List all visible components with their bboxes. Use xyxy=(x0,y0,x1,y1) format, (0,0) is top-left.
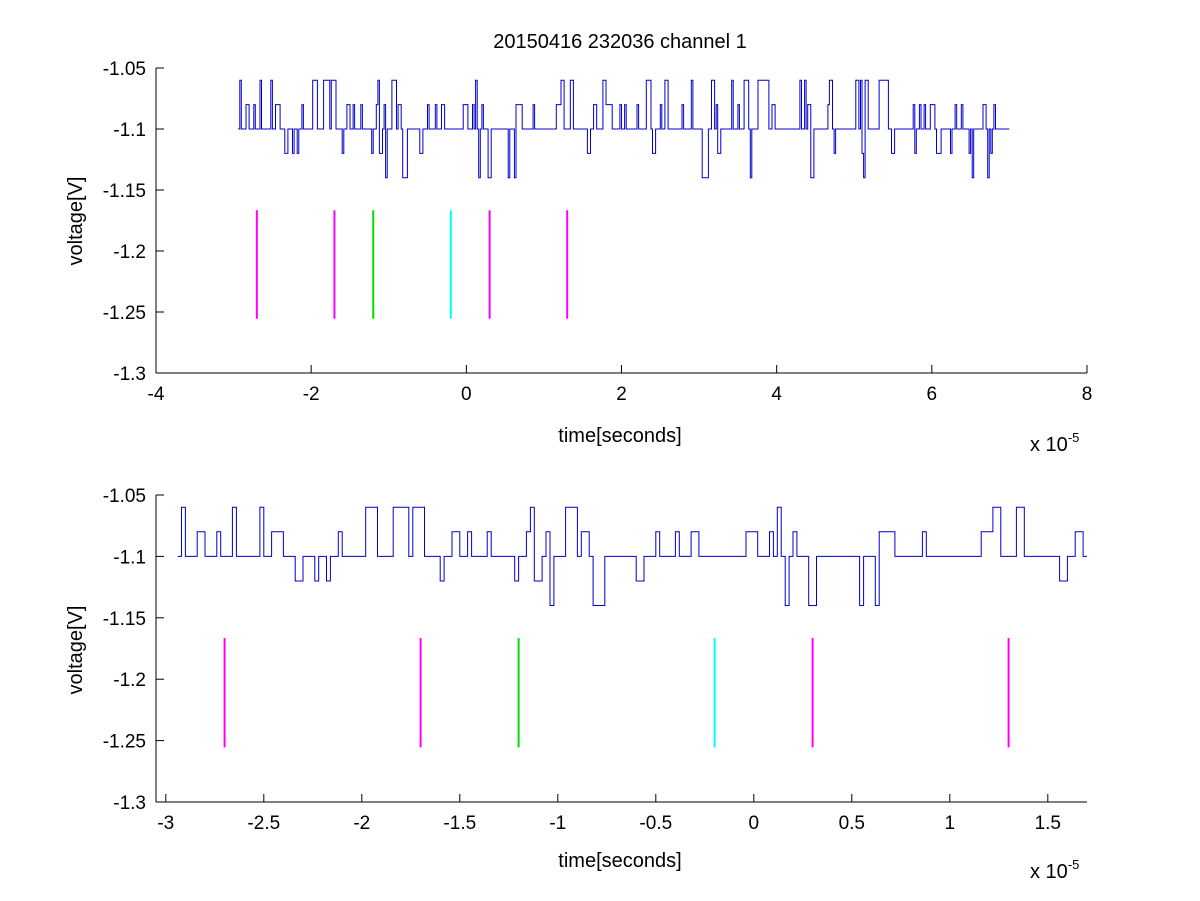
bottom-plot-x-tick-label: -1 xyxy=(549,813,566,834)
top-plot-signal-series-0 xyxy=(238,79,1010,179)
bottom-plot-y-tick-label: -1.2 xyxy=(113,670,146,691)
top-plot-y-tick-label: -1.2 xyxy=(113,242,146,263)
bottom-plot-markers xyxy=(223,638,1010,748)
top-plot-x-tick-label: 6 xyxy=(927,384,938,405)
top-plot-x-exponent-power: -5 xyxy=(1068,430,1080,445)
top-plot-x-tick-label: 4 xyxy=(771,384,782,405)
top-plot-y-tick-label: -1.25 xyxy=(103,303,146,324)
top-plot-x-tick-label: 0 xyxy=(461,384,472,405)
bottom-plot-y-tick-label: -1.3 xyxy=(113,793,146,814)
top-plot-y-tick-label: -1.05 xyxy=(103,59,146,80)
bottom-plot-ylabel: voltage[V] xyxy=(65,606,87,695)
bottom-plot-axes xyxy=(155,495,1087,803)
top-plot-title: 20150416 232036 channel 1 xyxy=(493,31,747,53)
bottom-plot-x-tick-label: -0.5 xyxy=(639,813,672,834)
bottom-plot-x-tick-label: 0.5 xyxy=(839,813,865,834)
bottom-plot-x-tick-label: -3 xyxy=(157,813,174,834)
bottom-plot-xlabel: time[seconds] xyxy=(558,850,681,872)
bottom-plot-y-tick-label: -1.15 xyxy=(103,609,146,630)
bottom-plot: -3 -2.5 -2 -1.5 -1 -0.5 0 0.5 1 1.5 -1.3 -1.25 -1.2 -… xyxy=(65,486,1087,883)
bottom-plot-x-exponent-power: -5 xyxy=(1068,857,1080,872)
top-plot-y-tick-label: -1.1 xyxy=(113,120,146,141)
top-plot-markers xyxy=(255,210,569,319)
top-plot: 20150416 232036 channel 1 -4 -2 0 2 4 6 8-1.3-… xyxy=(65,31,1092,456)
bottom-plot-signal xyxy=(177,506,1087,606)
top-plot-x-tick-label: -4 xyxy=(148,384,165,405)
bottom-plot-x-tick-label: -2.5 xyxy=(247,813,280,834)
top-plot-ticks: -4 -2 0 2 4 6 8 -1.3 -1.25 -1.2 -1.15 -1.1 -1.05 xyxy=(103,59,1093,405)
bottom-plot-x-exponent-base: x 10 xyxy=(1030,861,1068,883)
top-plot-x-tick-label: 8 xyxy=(1082,384,1093,405)
bottom-plot-x-tick-label: 1.5 xyxy=(1035,813,1061,834)
bottom-plot-x-tick-label: -2 xyxy=(353,813,370,834)
bottom-plot-y-tick-label: -1.1 xyxy=(113,547,146,568)
bottom-plot-x-tick-label: -1.5 xyxy=(443,813,476,834)
bottom-plot-y-tick-label: -1.25 xyxy=(103,732,146,753)
bottom-plot-x-tick-label: 0 xyxy=(749,813,760,834)
top-plot-x-exponent: x 10-5 xyxy=(1030,430,1079,456)
bottom-plot-x-exponent: x 10-5 xyxy=(1030,857,1079,883)
top-plot-ylabel: voltage[V] xyxy=(65,177,87,266)
top-plot-x-tick-label: 2 xyxy=(616,384,627,405)
top-plot-y-tick-label: -1.3 xyxy=(113,364,146,385)
top-plot-x-tick-label: -2 xyxy=(303,384,320,405)
bottom-plot-signal-series-0 xyxy=(177,506,1087,606)
bottom-plot-x-tick-label: 1 xyxy=(945,813,956,834)
bottom-plot-ticks: -3 -2.5 -2 -1.5 -1 -0.5 0 0.5 1 1.5 -1.3 -1.25 -1.2 -… xyxy=(103,486,1061,834)
top-plot-x-exponent-base: x 10 xyxy=(1030,434,1068,456)
bottom-plot-y-tick-label: -1.05 xyxy=(103,486,146,507)
top-plot-y-tick-label: -1.15 xyxy=(103,181,146,202)
top-plot-xlabel: time[seconds] xyxy=(558,425,681,447)
top-plot-signal xyxy=(238,79,1010,179)
